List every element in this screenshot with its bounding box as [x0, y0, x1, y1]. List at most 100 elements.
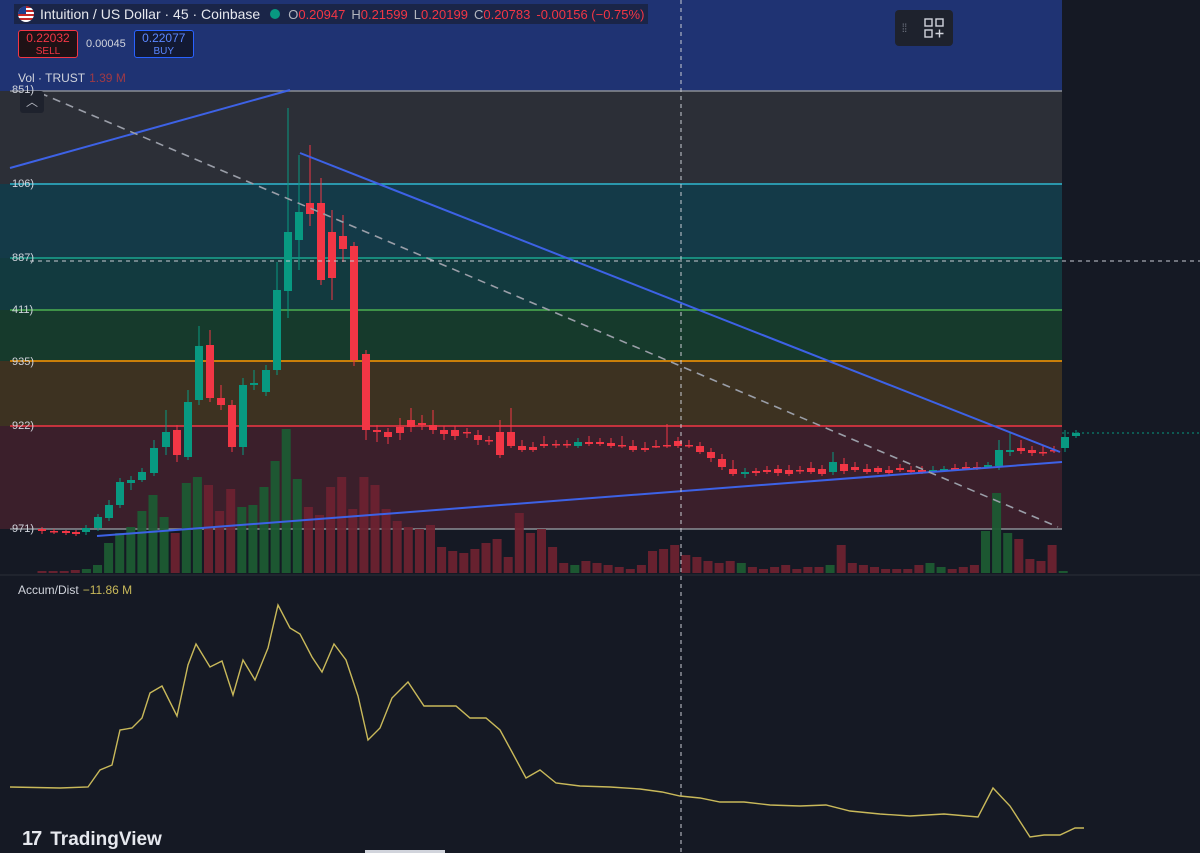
candle-body — [150, 448, 158, 473]
grip-icon[interactable]: ⁞⁞ — [901, 21, 908, 35]
accum-dist-line — [9, 603, 1084, 838]
ohlc-values: O0.20947 H0.21599 L0.20199 C0.20783 -0.0… — [288, 6, 645, 22]
candle-body — [885, 470, 893, 473]
candle-body — [206, 345, 214, 398]
volume-bar — [370, 485, 380, 573]
candle-body — [752, 471, 760, 473]
volume-bar — [892, 569, 902, 573]
volume-bar — [1014, 539, 1024, 573]
volume-bar — [692, 557, 702, 573]
dashed-trendline — [39, 92, 1059, 528]
candle-body — [62, 531, 70, 533]
volume-bar — [925, 563, 935, 573]
volume-bar — [292, 479, 302, 573]
candle-body — [962, 467, 970, 469]
volume-bar — [59, 571, 69, 573]
volume-bar — [881, 569, 891, 573]
volume-bar — [514, 513, 524, 573]
volume-bar — [392, 521, 402, 573]
candle-body — [585, 442, 593, 444]
candle-body — [339, 236, 347, 249]
candle-body — [641, 448, 649, 450]
candle-body — [840, 464, 848, 471]
volume-bar — [559, 563, 569, 573]
candle-body — [1039, 452, 1047, 454]
volume-bar — [303, 507, 313, 573]
candle-body — [707, 452, 715, 458]
candle-body — [50, 531, 58, 533]
accum-dist-legend[interactable]: Accum/Dist −11.86 M — [18, 583, 133, 597]
volume-bar — [414, 529, 424, 573]
candle-body — [138, 472, 146, 480]
candle-body — [217, 398, 225, 405]
layout-add-icon[interactable] — [923, 17, 945, 39]
fib-label: 887) — [12, 252, 35, 264]
volume-bar — [548, 547, 558, 573]
floating-toolbar[interactable]: ⁞⁞ — [895, 10, 953, 46]
volume-bar — [903, 569, 913, 573]
volume-bar — [525, 533, 535, 573]
candle-body — [1017, 448, 1025, 451]
fib-label: 411) — [12, 304, 34, 316]
volume-bar — [226, 489, 236, 573]
volume-bar — [681, 555, 691, 573]
buy-button[interactable]: 0.22077 BUY — [133, 30, 194, 58]
volume-bar — [148, 495, 158, 573]
candle-body — [440, 430, 448, 434]
volume-bar — [725, 561, 735, 573]
volume-bar — [792, 569, 802, 573]
candle-body — [295, 212, 303, 240]
candle-body — [173, 430, 181, 455]
candle-body — [629, 446, 637, 450]
volume-bar — [614, 567, 624, 573]
candle-body — [94, 517, 102, 528]
candle-body — [328, 232, 336, 278]
candle-body — [463, 432, 471, 434]
volume-bar — [381, 509, 391, 573]
candle-body — [306, 203, 314, 214]
volume-bar — [137, 511, 147, 573]
volume-bar — [270, 461, 280, 573]
candle-body — [1050, 450, 1058, 452]
tradingview-logo[interactable]: 17 TradingView — [22, 828, 162, 850]
candle-body — [1061, 437, 1069, 448]
volume-bar — [747, 567, 757, 573]
candle-body — [763, 470, 771, 472]
volume-bar — [1036, 561, 1046, 573]
volume-bar — [914, 565, 924, 573]
volume-bar — [426, 525, 435, 573]
candle-body — [785, 470, 793, 474]
candle-body — [918, 470, 926, 472]
volume-bar — [237, 507, 247, 573]
symbol-legend[interactable]: Intuition / US Dollar · 45 · Coinbase O0… — [14, 4, 649, 24]
fib-zone — [0, 258, 1062, 310]
candle-body — [507, 432, 515, 446]
candle-body — [796, 470, 804, 472]
chevron-up-icon[interactable]: ︿ — [20, 91, 44, 113]
candle-body — [451, 430, 459, 436]
volume-bar — [625, 569, 635, 573]
volume-bar — [437, 547, 447, 573]
candle-body — [418, 423, 426, 425]
candle-body — [162, 432, 170, 447]
volume-bar — [992, 493, 1002, 573]
volume-bar — [814, 567, 824, 573]
volume-bar — [115, 533, 125, 573]
volume-bar — [770, 567, 780, 573]
candle-body — [373, 430, 381, 432]
candle-body — [663, 445, 671, 447]
volume-bar — [70, 570, 80, 573]
candle-body — [362, 354, 370, 430]
sell-button[interactable]: 0.22032 SELL — [18, 30, 78, 58]
volume-bar — [947, 569, 957, 573]
volume-legend[interactable]: Vol · TRUST 1.39 M — [18, 71, 126, 85]
candle-body — [127, 480, 135, 483]
candle-body — [38, 529, 46, 531]
volume-bar — [192, 477, 202, 573]
volume-bar — [492, 539, 502, 573]
volume-bar — [81, 569, 91, 573]
candle-body — [574, 442, 582, 446]
volume-bar — [48, 571, 58, 573]
candle-body — [1028, 450, 1036, 453]
